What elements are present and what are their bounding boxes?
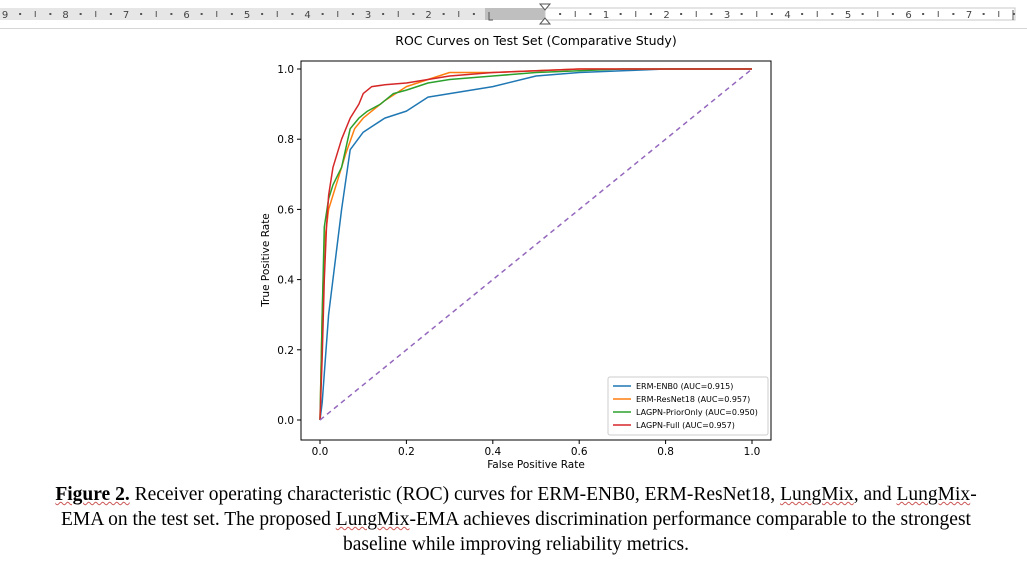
ruler-tick [382, 13, 385, 15]
ruler-number: 6 [183, 10, 189, 21]
legend-entry: ERM-ResNet18 (AUC=0.957) [636, 395, 750, 404]
ruler-number: 1 [603, 10, 609, 21]
ruler-number: 7 [966, 10, 972, 21]
ruler-tick [770, 13, 773, 15]
ruler-number: 9 [2, 10, 8, 21]
caption-term: LungMix [896, 484, 971, 505]
roc-chart: ROC Curves on Test Set (Comparative Stud… [250, 28, 790, 480]
ruler-tick [1012, 13, 1015, 15]
x-tick-label: 0.4 [484, 446, 501, 458]
ruler-number: 2 [663, 10, 669, 21]
caption-line-1: Figure 2. Receiver operating characteris… [12, 482, 1020, 507]
x-tick-label: 0.8 [657, 446, 674, 458]
caption-text: -EMA achieves discrimination performance… [409, 509, 971, 530]
ruler-tick [442, 13, 445, 15]
roc-series-line-1 [319, 68, 752, 421]
ruler-tick [922, 13, 925, 15]
ruler-tick [472, 13, 475, 15]
ruler-tick [559, 13, 562, 15]
ruler-tick [891, 13, 894, 15]
figure-label: Figure 2. [55, 484, 130, 505]
ruler-tick [952, 13, 955, 15]
ruler-number: 4 [784, 10, 790, 21]
ruler-tick [710, 13, 713, 15]
ruler-tick [140, 13, 143, 15]
ruler-tick [291, 13, 294, 15]
x-tick-label: 0.2 [398, 446, 415, 458]
ruler-number: 3 [724, 10, 730, 21]
x-axis-label: False Positive Rate [487, 459, 585, 471]
ruler-text-area [544, 7, 1016, 21]
plot-frame [300, 60, 772, 441]
ruler-tick [649, 13, 652, 15]
ruler-tick [49, 13, 52, 15]
ruler-tick [261, 13, 264, 15]
ruler-tick [801, 13, 804, 15]
first-line-indent-marker [538, 3, 552, 11]
hanging-indent-marker [538, 17, 552, 25]
ruler-tick [589, 13, 592, 15]
caption-line-2: EMA on the test set. The proposed LungMi… [12, 507, 1020, 532]
ruler-tick [79, 13, 82, 15]
ruler-number: 3 [365, 10, 371, 21]
ruler-tick [861, 13, 864, 15]
ruler-tick [982, 13, 985, 15]
caption-text: , and [853, 484, 897, 505]
ruler-number: 5 [244, 10, 250, 21]
caption-line-3: baseline while improving reliability met… [342, 534, 690, 555]
y-tick-label: 0.6 [277, 204, 294, 216]
roc-chart-canvas: ROC Curves on Test Set (Comparative Stud… [260, 33, 772, 471]
y-tick-label: 0.8 [277, 134, 294, 146]
caption-text: Receiver operating characteristic (ROC) … [129, 484, 781, 505]
ruler-tick [740, 13, 743, 15]
ruler-tick [200, 13, 203, 15]
ruler-tick [680, 13, 683, 15]
y-tick-label: 0.2 [277, 345, 294, 357]
roc-series-line-4 [319, 68, 752, 421]
y-axis-label: True Positive Rate [260, 213, 272, 308]
roc-series-line-3 [319, 68, 752, 421]
ruler-tick [412, 13, 415, 15]
ruler-tick [230, 13, 233, 15]
ruler-number: 7 [123, 10, 129, 21]
ruler-number: 2 [425, 10, 431, 21]
x-tick-label: 0.6 [571, 446, 588, 458]
x-tick-label: 1.0 [744, 446, 761, 458]
ruler-number: 4 [304, 10, 310, 21]
ruler-scale: 9 8 7 6 5 4 3 2 1 2 3 4 5 6 7 [0, 3, 1016, 25]
y-tick-label: 0.4 [277, 275, 294, 287]
ruler-tick [831, 13, 834, 15]
ruler-margin-left [0, 8, 485, 20]
y-tick-label: 1.0 [277, 64, 294, 76]
legend-entry: ERM-ENB0 (AUC=0.915) [636, 382, 733, 391]
legend-entry: LAGPN-Full (AUC=0.957) [636, 421, 735, 430]
chart-title: ROC Curves on Test Set (Comparative Stud… [395, 33, 676, 48]
y-tick-label: 0.0 [277, 415, 294, 427]
caption-term: LungMix [335, 509, 410, 530]
caption-text: EMA on the test set. The proposed [61, 509, 336, 530]
ruler-tick [109, 13, 112, 15]
figure-caption: Figure 2. Receiver operating characteris… [12, 482, 1020, 557]
caption-term: LungMix [780, 484, 854, 505]
horizontal-ruler[interactable]: 9 8 7 6 5 4 3 2 1 2 3 4 5 6 7 [0, 0, 1027, 29]
ruler-tick [619, 13, 622, 15]
ruler-tick [19, 13, 22, 15]
chart-legend: ERM-ENB0 (AUC=0.915) ERM-ResNet18 (AUC=0.… [607, 376, 769, 436]
ruler-indent-area [485, 8, 545, 20]
ruler-tick [321, 13, 324, 15]
plot-area: 0.0 0.2 0.4 0.6 0.8 1.0 0.0 0.2 0.4 0.6 0.8 1.0 [277, 60, 772, 458]
ruler-tick [170, 13, 173, 15]
diagonal-reference-line [319, 68, 753, 421]
ruler-number: 5 [845, 10, 851, 21]
ruler-tick [351, 13, 354, 15]
ruler-number: 8 [62, 10, 68, 21]
caption-text: - [970, 484, 977, 505]
legend-entry: LAGPN-PriorOnly (AUC=0.950) [636, 408, 758, 417]
tab-stop-marker [488, 12, 493, 21]
ruler-number: 6 [905, 10, 911, 21]
legend-box [607, 376, 769, 436]
x-tick-label: 0.0 [312, 446, 329, 458]
